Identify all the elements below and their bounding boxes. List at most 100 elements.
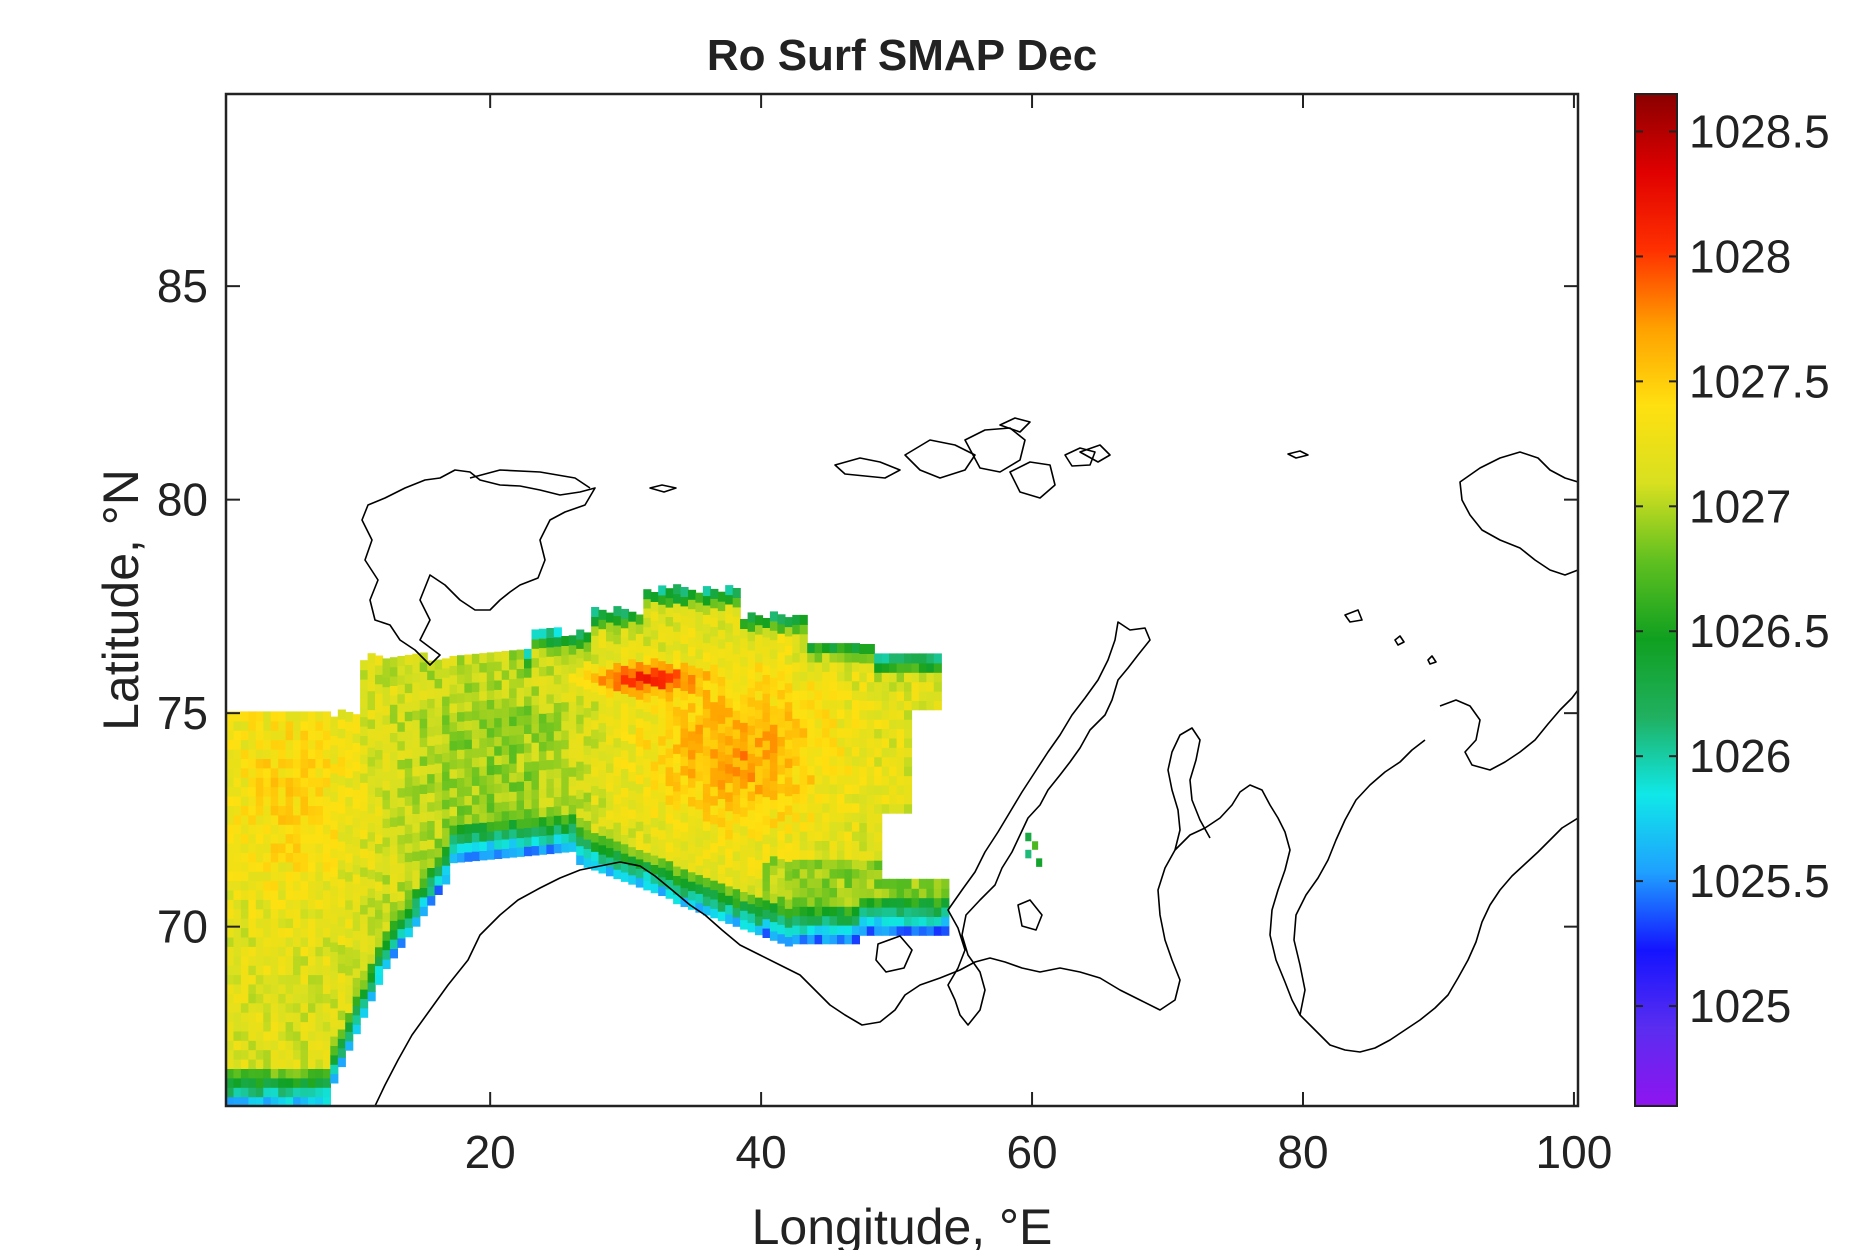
field-cell bbox=[710, 776, 719, 787]
field-cell bbox=[844, 812, 853, 823]
field-cell bbox=[717, 845, 726, 856]
field-cell bbox=[531, 845, 540, 856]
field-cell bbox=[725, 650, 734, 661]
field-cell bbox=[844, 661, 853, 672]
field-cell bbox=[464, 748, 473, 759]
field-cell bbox=[449, 684, 458, 695]
field-cell bbox=[643, 777, 652, 787]
field-cell bbox=[345, 946, 354, 957]
field-cell bbox=[896, 916, 905, 927]
field-cell bbox=[337, 1010, 346, 1021]
field-cell bbox=[583, 660, 592, 671]
field-cell bbox=[747, 640, 756, 651]
field-cell bbox=[375, 881, 384, 891]
field-cell bbox=[904, 662, 913, 673]
field-cell bbox=[814, 746, 823, 757]
field-cell bbox=[367, 709, 376, 720]
field-cell bbox=[240, 1096, 249, 1106]
field-cell bbox=[799, 868, 808, 879]
field-cell bbox=[844, 878, 853, 888]
field-cell bbox=[665, 663, 674, 674]
field-cell bbox=[680, 887, 689, 898]
field-cell bbox=[263, 1040, 272, 1051]
field-cell bbox=[538, 788, 547, 799]
field-cell bbox=[315, 955, 324, 966]
field-cell bbox=[293, 720, 302, 731]
field-cell bbox=[389, 741, 398, 752]
field-cell bbox=[337, 972, 346, 983]
field-cell bbox=[598, 647, 607, 658]
field-cell bbox=[524, 733, 533, 744]
field-cell bbox=[792, 755, 801, 766]
field-cell bbox=[576, 798, 585, 809]
field-cell bbox=[777, 745, 786, 756]
field-cell bbox=[732, 719, 741, 730]
field-cell bbox=[784, 870, 793, 881]
field-cell bbox=[606, 659, 615, 670]
field-cell bbox=[568, 701, 577, 711]
colorbar-gradient bbox=[1634, 93, 1678, 1107]
field-cell bbox=[427, 688, 436, 699]
field-cell bbox=[449, 712, 458, 723]
field-cell bbox=[270, 918, 279, 929]
coastline-kolguev bbox=[875, 935, 913, 973]
field-cell bbox=[777, 680, 786, 690]
field-cell bbox=[501, 707, 510, 718]
field-cell bbox=[606, 847, 615, 858]
field-cell bbox=[553, 674, 562, 685]
field-cell bbox=[442, 686, 451, 697]
field-cell bbox=[717, 798, 726, 809]
field-cell bbox=[427, 867, 436, 878]
field-cell bbox=[240, 749, 249, 759]
field-cell bbox=[434, 781, 443, 792]
field-cell bbox=[404, 917, 413, 928]
field-cell bbox=[881, 916, 890, 927]
field-cell bbox=[859, 841, 868, 852]
field-cell bbox=[784, 823, 793, 834]
field-cell bbox=[352, 1005, 361, 1016]
field-cell bbox=[360, 716, 369, 727]
field-cell bbox=[650, 676, 659, 687]
field-cell bbox=[658, 669, 667, 680]
field-cell bbox=[918, 653, 927, 664]
field-cell bbox=[673, 847, 682, 858]
field-cell bbox=[904, 925, 913, 936]
field-cell bbox=[501, 735, 510, 746]
field-cell bbox=[755, 652, 764, 663]
field-cell bbox=[293, 889, 302, 900]
field-cell bbox=[620, 627, 629, 638]
field-cell bbox=[486, 737, 495, 747]
field-cell bbox=[688, 712, 697, 722]
field-cell bbox=[851, 718, 860, 729]
field-cell bbox=[531, 629, 540, 640]
field-cell bbox=[278, 983, 287, 994]
field-cell bbox=[844, 746, 853, 757]
coastline-victoria-island bbox=[1287, 450, 1309, 459]
field-cell bbox=[635, 746, 644, 756]
field-cell bbox=[248, 767, 257, 778]
field-cell bbox=[814, 784, 823, 794]
field-cell bbox=[769, 883, 778, 894]
field-cell bbox=[568, 766, 577, 777]
field-cell bbox=[285, 1021, 294, 1032]
field-cell bbox=[576, 855, 585, 865]
field-cell bbox=[784, 917, 793, 928]
field-cell bbox=[330, 763, 339, 774]
field-cell bbox=[784, 739, 793, 750]
field-cell bbox=[531, 742, 540, 753]
field-cell bbox=[911, 681, 920, 692]
field-cell bbox=[725, 820, 734, 830]
field-cell bbox=[285, 918, 294, 929]
field-cell bbox=[285, 936, 294, 947]
field-cell bbox=[278, 843, 287, 853]
field-cell bbox=[457, 814, 466, 825]
field-cell bbox=[538, 628, 547, 639]
field-cell bbox=[516, 771, 525, 782]
field-cell bbox=[606, 781, 615, 792]
field-cell bbox=[814, 812, 823, 823]
field-cell bbox=[285, 1068, 294, 1079]
field-cell bbox=[747, 753, 756, 764]
field-cell bbox=[352, 770, 361, 781]
field-cell bbox=[933, 888, 942, 899]
field-cell bbox=[665, 851, 674, 862]
